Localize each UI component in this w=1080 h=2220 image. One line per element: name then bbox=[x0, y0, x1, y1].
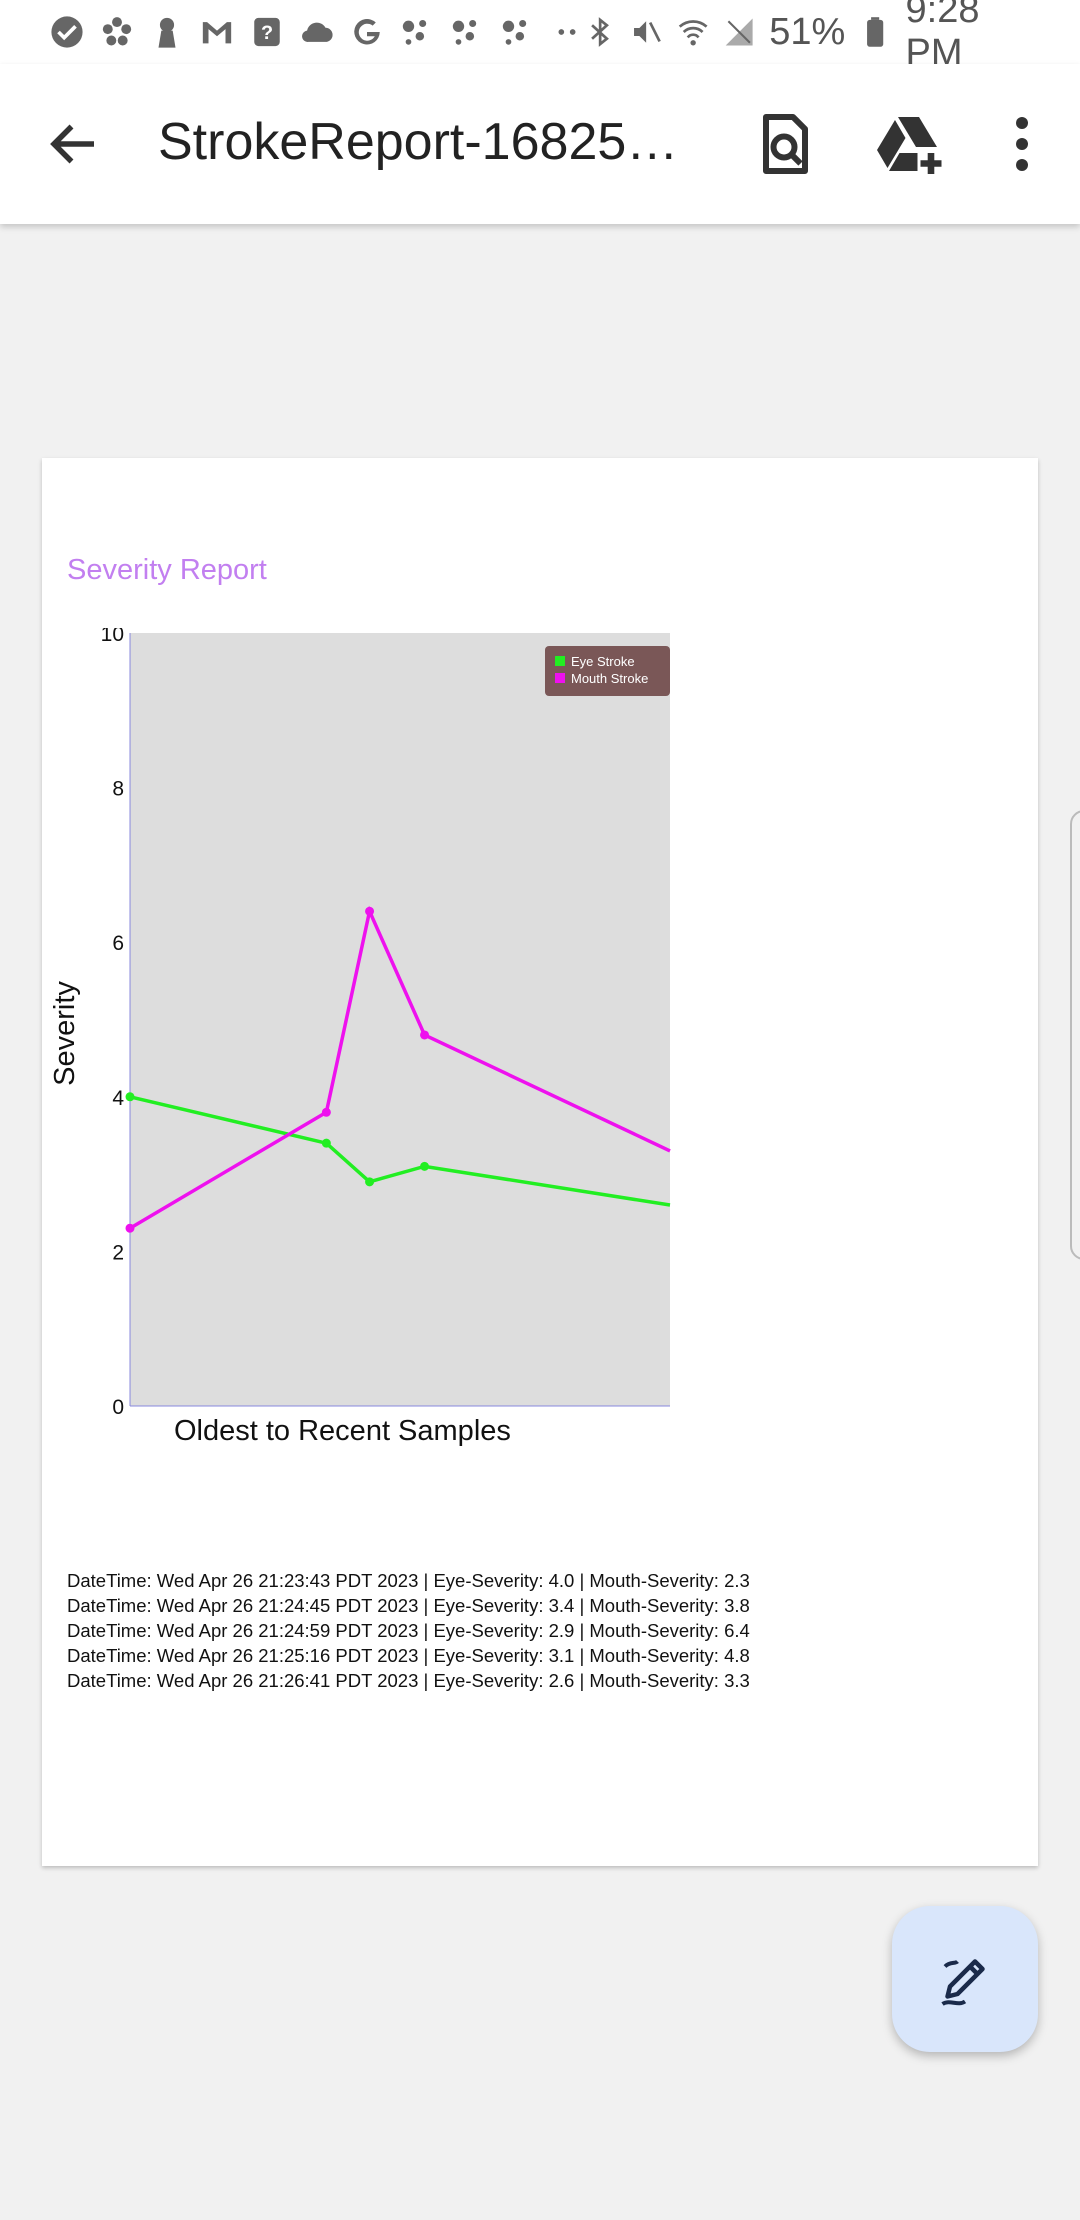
more-vert-icon[interactable] bbox=[986, 108, 1058, 180]
app-bar: StrokeReport-168256... bbox=[0, 64, 1080, 224]
edit-fab-button[interactable] bbox=[892, 1906, 1038, 2052]
mute-icon bbox=[634, 21, 662, 43]
dots-cluster-icon bbox=[502, 19, 527, 45]
report-title: Severity Report bbox=[67, 554, 267, 586]
pinwheel-icon bbox=[102, 17, 132, 46]
legend-entry: Mouth Stroke bbox=[571, 671, 648, 686]
y-tick-label: 2 bbox=[112, 1241, 124, 1264]
add-to-drive-icon[interactable] bbox=[874, 108, 946, 180]
legend-entry: Eye Stroke bbox=[571, 654, 635, 669]
bluetooth-icon bbox=[591, 17, 609, 47]
log-entry: DateTime: Wed Apr 26 21:24:45 PDT 2023 |… bbox=[67, 1595, 750, 1616]
keyhole-icon bbox=[158, 17, 176, 48]
legend-swatch bbox=[555, 656, 565, 666]
severity-line-chart: 0 2 4 6 8 10 Oldest to Recent Samples Severity E… bbox=[49, 628, 671, 1447]
dots-cluster-icon bbox=[402, 19, 427, 45]
more-notifications-icon bbox=[558, 29, 576, 35]
y-tick-label: 8 bbox=[112, 778, 124, 801]
y-axis-label: Severity bbox=[49, 981, 81, 1086]
battery-percent: 51% bbox=[769, 10, 846, 53]
svg-text:?: ? bbox=[261, 22, 273, 44]
data-point bbox=[365, 1177, 375, 1187]
wifi-icon bbox=[678, 20, 708, 46]
data-point bbox=[420, 1030, 430, 1040]
back-arrow-icon[interactable] bbox=[44, 114, 104, 174]
scroll-handle[interactable] bbox=[1070, 810, 1080, 1260]
x-axis-label: Oldest to Recent Samples bbox=[174, 1415, 511, 1447]
plot-area bbox=[130, 633, 670, 1406]
cloud-icon bbox=[302, 22, 333, 42]
signal-icon bbox=[725, 18, 753, 46]
notification-icons: ? bbox=[50, 15, 584, 49]
data-point bbox=[125, 1092, 135, 1102]
y-tick-label: 4 bbox=[112, 1087, 124, 1110]
y-tick-label: 6 bbox=[112, 932, 124, 955]
battery-icon bbox=[867, 17, 884, 47]
google-g-icon bbox=[354, 19, 380, 45]
data-point bbox=[365, 906, 375, 916]
log-entry: DateTime: Wed Apr 26 21:23:43 PDT 2023 |… bbox=[67, 1570, 750, 1591]
document-title: StrokeReport-168256... bbox=[158, 113, 698, 171]
legend-box bbox=[545, 646, 670, 696]
y-tick-label: 0 bbox=[112, 1396, 124, 1419]
log-entry: DateTime: Wed Apr 26 21:24:59 PDT 2023 |… bbox=[67, 1620, 750, 1641]
help-box-icon: ? bbox=[254, 17, 280, 47]
document-page: Severity Report 0 2 4 6 8 10 Oldest to Recent … bbox=[42, 458, 1038, 1866]
data-point bbox=[420, 1161, 430, 1171]
legend-swatch bbox=[555, 673, 565, 683]
data-point bbox=[321, 1107, 331, 1117]
log-entry: DateTime: Wed Apr 26 21:26:41 PDT 2023 |… bbox=[67, 1670, 750, 1691]
gmail-icon bbox=[202, 22, 232, 44]
edit-pen-icon bbox=[941, 1959, 985, 2006]
log-entry: DateTime: Wed Apr 26 21:25:16 PDT 2023 |… bbox=[67, 1645, 750, 1666]
check-circle-icon bbox=[51, 16, 83, 48]
data-point bbox=[125, 1223, 135, 1233]
status-bar: ? 51% 9:28 PM bbox=[0, 0, 1080, 74]
log-entries: DateTime: Wed Apr 26 21:23:43 PDT 2023 |… bbox=[67, 1568, 750, 1693]
data-point bbox=[321, 1138, 331, 1148]
document-search-icon[interactable] bbox=[748, 108, 820, 180]
y-tick-label: 10 bbox=[101, 628, 124, 646]
dots-cluster-icon bbox=[452, 19, 477, 45]
